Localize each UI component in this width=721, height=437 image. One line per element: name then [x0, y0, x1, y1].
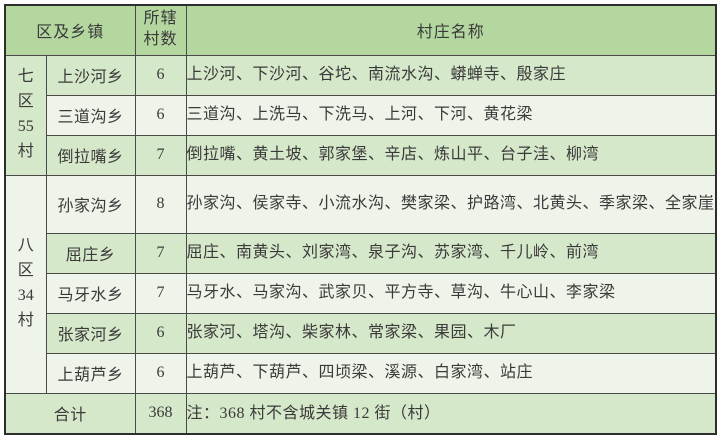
header-village-names: 村庄名称	[185, 4, 717, 56]
header-village-count-line1: 所辖	[143, 10, 178, 28]
table-row: 张家河乡 6 张家河、塔沟、柴家林、常家梁、果园、木厂	[5, 312, 717, 354]
villages-cell: 马牙水、马家沟、武家贝、平方寺、草沟、牛心山、李家梁	[185, 272, 717, 314]
villages-cell: 张家河、塔沟、柴家林、常家梁、果园、木厂	[185, 312, 717, 354]
township-cell: 屈庄乡	[45, 232, 136, 274]
group-label-line: 区	[17, 93, 34, 111]
table-row: 上葫芦乡 6 上葫芦、下葫芦、四顷梁、溪源、白家湾、站庄	[5, 352, 717, 394]
township-cell: 倒拉嘴乡	[45, 134, 136, 176]
footer-total-value: 368	[134, 392, 187, 435]
count-cell: 6	[134, 312, 187, 354]
footer-total-label: 合计	[4, 392, 136, 435]
table-row: 屈庄乡 7 屈庄、南黄头、刘家湾、泉子沟、苏家湾、千儿岭、前湾	[5, 232, 717, 274]
table-row: 七 区 55 村 上沙河乡 6 上沙河、下沙河、谷坨、南流水沟、蟒蝉寺、殷家庄	[4, 54, 717, 176]
group-label-line: 55	[17, 118, 34, 135]
table-row: 倒拉嘴乡 7 倒拉嘴、黄土坡、郭家堡、辛店、炼山平、台子洼、柳湾	[5, 134, 717, 176]
header-row: 区及乡镇 所辖 村数 村庄名称	[4, 4, 717, 56]
villages-cell: 倒拉嘴、黄土坡、郭家堡、辛店、炼山平、台子洼、柳湾	[185, 134, 717, 176]
count-cell: 8	[134, 174, 187, 234]
group-cell-district7: 七 区 55 村	[4, 54, 47, 176]
group-label-line: 区	[17, 262, 34, 280]
group-label-line: 八	[17, 237, 34, 255]
group-cell-district8: 八 区 34 村	[4, 174, 47, 394]
footer-note: 注：368 村不含城关镇 12 街（村）	[185, 392, 717, 435]
township-cell: 孙家沟乡	[45, 174, 136, 234]
table-row: 马牙水乡 7 马牙水、马家沟、武家贝、平方寺、草沟、牛心山、李家梁	[5, 272, 717, 314]
villages-cell: 三道沟、上洗马、下洗马、上河、下河、黄花梁	[185, 94, 717, 136]
group-label-line: 村	[17, 142, 34, 160]
header-village-count-line2: 村数	[143, 31, 178, 49]
group-label-line: 七	[17, 68, 34, 86]
villages-cell: 孙家沟、侯家寺、小流水沟、樊家梁、护路湾、北黄头、季家梁、全家崖	[185, 174, 717, 234]
header-village-count: 所辖 村数	[134, 4, 187, 56]
township-cell: 三道沟乡	[45, 94, 136, 136]
count-cell: 6	[134, 352, 187, 394]
township-cell: 上葫芦乡	[45, 352, 136, 394]
count-cell: 7	[134, 272, 187, 314]
table-row: 八 区 34 村 孙家沟乡 8 孙家沟、侯家寺、小流水沟、樊家梁、护路湾、北黄头…	[4, 174, 717, 394]
township-cell: 张家河乡	[45, 312, 136, 354]
count-cell: 6	[134, 94, 187, 136]
count-cell: 7	[134, 134, 187, 176]
footer-row: 合计 368 注：368 村不含城关镇 12 街（村）	[4, 392, 717, 435]
township-cell: 马牙水乡	[45, 272, 136, 314]
villages-cell: 上沙河、下沙河、谷坨、南流水沟、蟒蝉寺、殷家庄	[185, 54, 717, 96]
group-label-line: 34	[17, 287, 34, 304]
villages-cell: 屈庄、南黄头、刘家湾、泉子沟、苏家湾、千儿岭、前湾	[185, 232, 717, 274]
count-cell: 6	[134, 54, 187, 96]
group-label-line: 村	[17, 311, 34, 329]
header-region-township: 区及乡镇	[4, 4, 136, 56]
villages-cell: 上葫芦、下葫芦、四顷梁、溪源、白家湾、站庄	[185, 352, 717, 394]
table-row: 三道沟乡 6 三道沟、上洗马、下洗马、上河、下河、黄花梁	[5, 94, 717, 136]
township-cell: 上沙河乡	[45, 54, 136, 96]
village-table: 区及乡镇 所辖 村数 村庄名称 七 区 55 村 上沙河乡 6 上沙河、下沙河、…	[4, 4, 717, 435]
count-cell: 7	[134, 232, 187, 274]
